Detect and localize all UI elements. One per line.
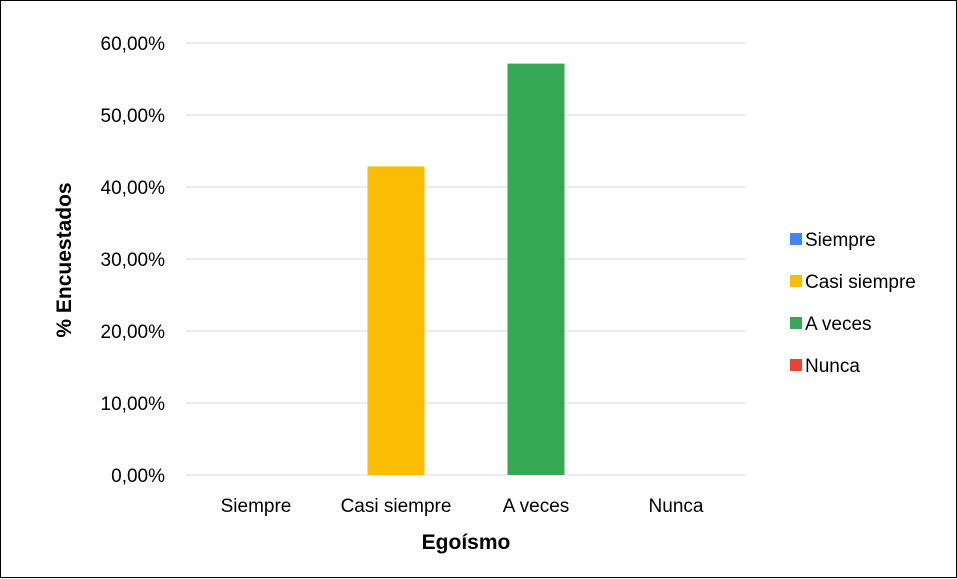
x-axis-title: Egoísmo [422,531,511,554]
x-tick-label: Nunca [649,496,704,517]
legend: Siempre Casi siempre A veces Nunca [790,230,916,377]
legend-swatch [790,359,802,371]
y-axis-title: % Encuestados [53,182,76,337]
legend-label: Nunca [805,356,860,377]
y-tick-label: 60,00% [101,34,166,55]
bars [367,63,565,475]
legend-item: Casi siempre [790,272,916,293]
gridlines [186,42,746,476]
legend-item: A veces [790,314,872,335]
bar-a-veces [507,63,565,475]
x-tick-label: Siempre [221,496,292,517]
y-tick-label: 40,00% [101,178,166,199]
x-tick-label: A veces [503,496,570,517]
legend-swatch [790,233,802,245]
legend-item: Nunca [790,356,860,377]
legend-label: A veces [805,314,872,335]
legend-label: Siempre [805,230,876,251]
y-tick-label: 50,00% [101,106,166,127]
legend-label: Casi siempre [805,272,916,293]
x-tick-label: Casi siempre [341,496,452,517]
bar-casi-siempre [367,166,425,475]
y-tick-label: 0,00% [111,466,165,487]
legend-item: Siempre [790,230,876,251]
y-tick-labels: 0,00% 10,00% 20,00% 30,00% 40,00% 50,00% 60,00… [101,34,166,487]
legend-swatch [790,275,802,287]
legend-swatch [790,317,802,329]
y-tick-label: 20,00% [101,322,166,343]
y-tick-label: 30,00% [101,250,166,271]
y-tick-label: 10,00% [101,394,166,415]
x-tick-labels: Siempre Casi siempre A veces Nunca [221,496,704,517]
